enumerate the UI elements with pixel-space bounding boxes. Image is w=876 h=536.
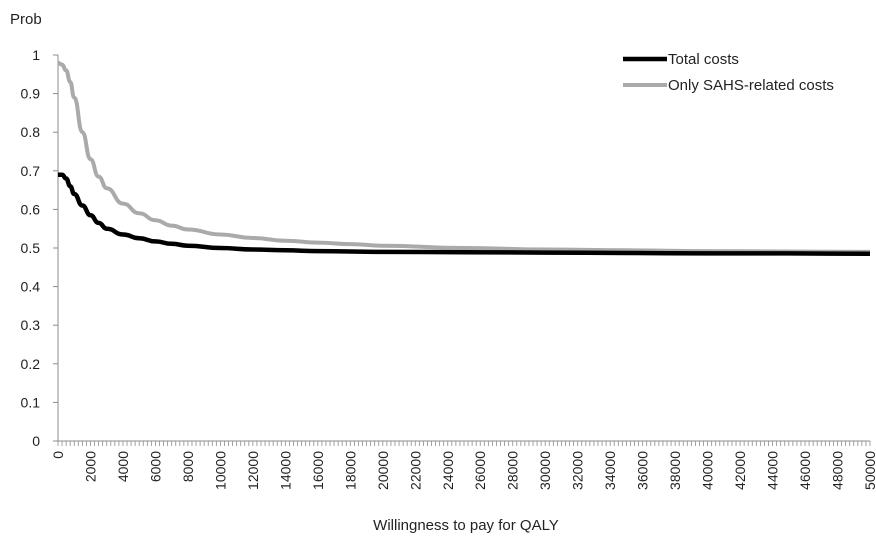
x-tick-label: 24000 — [440, 451, 456, 490]
x-tick-label: 20000 — [375, 451, 391, 490]
x-tick-label: 40000 — [700, 451, 716, 490]
x-tick-label: 8000 — [180, 451, 196, 482]
x-tick-label: 26000 — [472, 451, 488, 490]
y-tick-label: 1 — [32, 47, 40, 63]
x-tick-label: 36000 — [635, 451, 651, 490]
y-tick-label: 0.9 — [21, 86, 41, 102]
y-tick-label: 0.8 — [21, 124, 41, 140]
x-tick-label: 30000 — [537, 451, 553, 490]
legend-label-total-costs: Total costs — [668, 51, 739, 68]
series-line-total-costs — [58, 172, 871, 257]
series-lines — [57, 60, 871, 257]
legend-label-sahs-costs: Only SAHS-related costs — [668, 77, 834, 94]
y-tick-label: 0.5 — [21, 240, 41, 256]
x-tick-label: 46000 — [797, 451, 813, 490]
x-tick-label: 10000 — [212, 451, 228, 490]
x-tick-label: 22000 — [407, 451, 423, 490]
x-tick-label: 2000 — [82, 451, 98, 482]
y-tick-label: 0.2 — [21, 356, 41, 372]
x-axis-title: Willingness to pay for QALY — [373, 517, 559, 534]
legend: Total costs Only SAHS-related costs — [623, 51, 834, 94]
series-line-sahs-costs — [57, 60, 871, 254]
x-tick-label: 18000 — [342, 451, 358, 490]
x-tick-label: 34000 — [602, 451, 618, 490]
x-tick-label: 28000 — [505, 451, 521, 490]
x-tick-label: 42000 — [732, 451, 748, 490]
x-tick-labels: 0 2000 4000 6000 8000 10000 12000 14000 16000 180… — [50, 451, 876, 490]
axes — [53, 54, 871, 446]
x-tick-label: 48000 — [830, 451, 846, 490]
y-tick-label: 0.4 — [21, 279, 41, 295]
y-tick-labels: 0 0.1 0.2 0.3 0.4 0.5 0.6 0.7 0.8 0.9 1 — [21, 47, 41, 449]
x-tick-label: 4000 — [115, 451, 131, 482]
y-tick-label: 0.7 — [21, 163, 41, 179]
x-tick-label: 0 — [50, 451, 66, 459]
y-tick-label: 0.3 — [21, 317, 41, 333]
x-tick-label: 50000 — [862, 451, 876, 490]
x-tick-label: 32000 — [570, 451, 586, 490]
y-tick-label: 0.6 — [21, 201, 41, 217]
x-tick-label: 38000 — [667, 451, 683, 490]
y-tick-label: 0.1 — [21, 394, 41, 410]
x-tick-label: 14000 — [277, 451, 293, 490]
x-tick-label: 16000 — [310, 451, 326, 490]
x-tick-label: 12000 — [245, 451, 261, 490]
y-axis-title: Prob — [10, 11, 42, 28]
y-tick-label: 0 — [32, 433, 40, 449]
x-tick-label: 6000 — [147, 451, 163, 482]
x-tick-label: 44000 — [765, 451, 781, 490]
